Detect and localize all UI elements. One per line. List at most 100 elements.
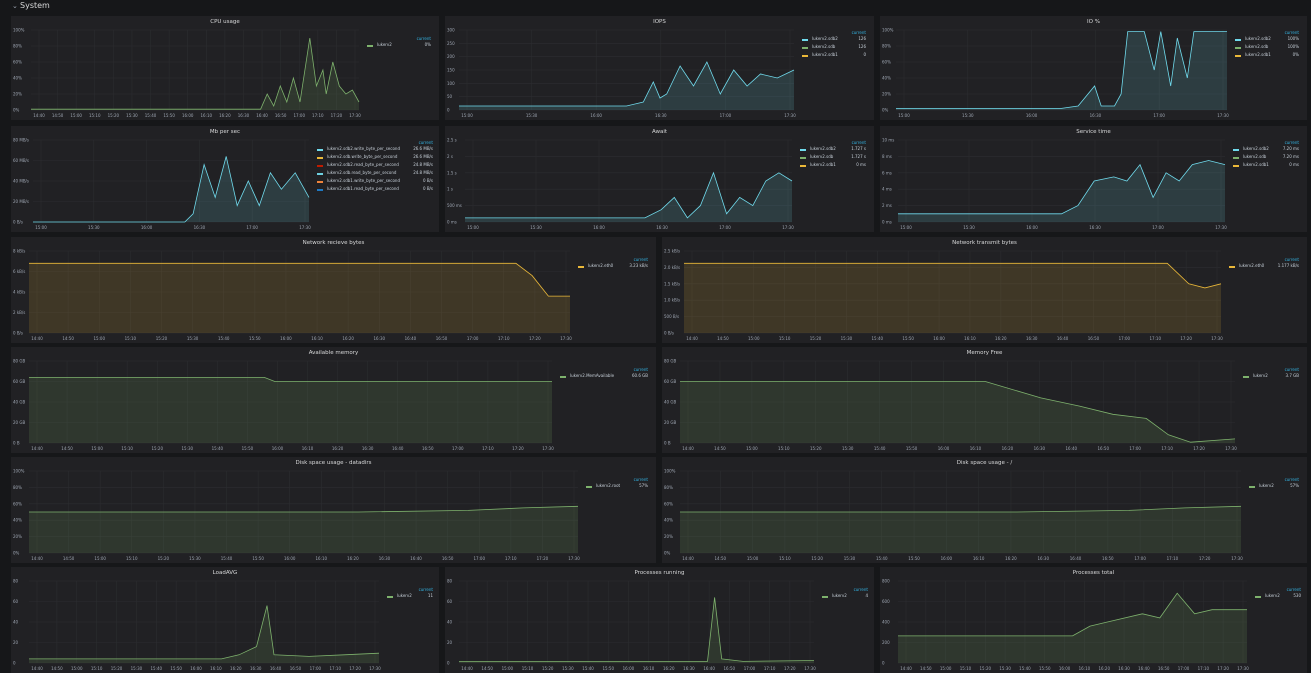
panel-title[interactable]: IO % [1087,19,1100,25]
legend-item[interactable]: lukerv2 4 [822,593,868,601]
panel-iops[interactable]: IOPS 300 250 200 150 100 50 0 15:00 15:30 16:00 16:… [445,16,874,120]
legend-item[interactable]: lukerv2 3.7 GB [1243,373,1299,381]
panel-io[interactable]: IO % 100% 80% 60% 40% 20% 0% 15:00 15:30 16:00 16:… [880,16,1307,120]
graph-plot[interactable]: 80 MB/s 60 MB/s 40 MB/s 20 MB/s 0 B/s 15:00 15… [11,126,439,232]
panel-availmem[interactable]: Available memory 80 GB 60 GB 40 GB 20 GB 0 B 1… [11,347,656,453]
legend-item[interactable]: lukerv2.sdb2.write_byte_per_second 26.6 M… [317,146,433,154]
legend-header[interactable]: current [1284,367,1299,372]
panel-svctime[interactable]: Service time 10 ms 8 ms 6 ms 4 ms 2 ms 0 ms 15:… [880,126,1307,232]
series-name[interactable]: lukerv2.sdb1.read_byte_per_second [327,186,399,191]
series-color-swatch[interactable] [317,181,323,183]
legend-item[interactable]: lukerv2.eth0 1.177 kB/s [1229,263,1299,271]
legend-item[interactable]: lukerv2.sdb1 0 ms [1233,162,1299,170]
series-color-swatch[interactable] [802,47,808,49]
series-color-swatch[interactable] [1255,596,1261,598]
series-color-swatch[interactable] [802,55,808,57]
legend-header[interactable]: current [1284,140,1299,145]
panel-title[interactable]: Processes running [634,570,685,576]
graph-plot[interactable]: 80 GB 60 GB 40 GB 20 GB 0 B 14:40 14:50 15:00 15… [11,347,656,453]
graph-plot[interactable]: 8 kB/s 6 kB/s 4 kB/s 2 kB/s 0 B/s 14:40 14:50 1… [11,237,656,343]
series-name[interactable]: lukerv2.sdb2 [810,146,836,151]
legend-header[interactable]: current [633,257,648,262]
panel-diskroot[interactable]: Disk space usage - / 100% 80% 60% 40% 20% 0% 14… [662,457,1307,563]
series-color-swatch[interactable] [1233,165,1239,167]
series-color-swatch[interactable] [1233,149,1239,151]
series-color-swatch[interactable] [367,45,373,47]
panel-mbps[interactable]: Mb per sec 80 MB/s 60 MB/s 40 MB/s 20 MB/s 0 … [11,126,439,232]
series-name[interactable]: lukerv2.sdb [1243,154,1267,159]
series-color-swatch[interactable] [586,486,592,488]
panel-title[interactable]: IOPS [653,19,666,25]
panel-memfree[interactable]: Memory Free 80 GB 60 GB 40 GB 20 GB 0 B 14:40 1… [662,347,1307,453]
series-color-swatch[interactable] [1235,55,1241,57]
series-name[interactable]: lukerv2 [1253,373,1268,378]
graph-plot[interactable]: 10 ms 8 ms 6 ms 4 ms 2 ms 0 ms 15:00 15:30 16:00… [880,126,1307,232]
legend-item[interactable]: lukerv2.sdb1.read_byte_per_second 0 B/s [317,186,433,194]
series-color-swatch[interactable] [317,157,323,159]
panel-title[interactable]: Available memory [308,350,359,356]
series-name[interactable]: lukerv2.sdb [810,154,834,159]
series-name[interactable]: lukerv2.sdb1.write_byte_per_second [327,178,400,183]
legend-item[interactable]: lukerv2.sdb 126 [802,44,866,52]
series-color-swatch[interactable] [800,149,806,151]
panel-title[interactable]: Await [651,129,668,135]
graph-plot[interactable]: 80 GB 60 GB 40 GB 20 GB 0 B 14:40 14:50 15:00 15… [662,347,1307,453]
series-color-swatch[interactable] [802,39,808,41]
graph-plot[interactable]: 100% 80% 60% 40% 20% 0% 14:40 14:50 15:00 15:10 15… [662,457,1307,563]
legend-item[interactable]: lukerv2.sdb1 0% [1235,52,1299,60]
legend-item[interactable]: lukerv2.eth0 3.23 kB/s [578,263,648,271]
legend-item[interactable]: lukerv2.sdb 100% [1235,44,1299,52]
panel-procrun[interactable]: Processes running 80 60 40 20 0 14:40 14:50 15:0… [445,567,874,673]
legend-item[interactable]: lukerv2.MemAvailable 60.6 GB [560,373,648,381]
panel-netrx[interactable]: Network recieve bytes 8 kB/s 6 kB/s 4 kB/s 2… [11,237,656,343]
series-name[interactable]: lukerv2.sdb1 [1243,162,1269,167]
series-name[interactable]: lukerv2.sdb2.write_byte_per_second [327,146,400,151]
panel-title[interactable]: Mb per sec [209,129,241,135]
chevron-down-icon[interactable]: ⌄ [12,2,18,10]
legend-item[interactable]: lukerv2.sdb.write_byte_per_second 26.6 MB… [317,154,433,162]
legend-item[interactable]: lukerv2.sdb1 0 [802,52,866,60]
series-name[interactable]: lukerv2.eth0 [1239,263,1265,268]
series-name[interactable]: lukerv2.eth0 [588,263,614,268]
legend-item[interactable]: lukerv2.sdb2 7.20 ms [1233,146,1299,154]
row-header[interactable]: ⌄ System [0,0,1311,14]
series-color-swatch[interactable] [578,266,584,268]
series-color-swatch[interactable] [560,376,566,378]
graph-plot[interactable]: 2.5 kB/s 2.0 kB/s 1.5 kB/s 1.0 kB/s 500 B/s 0… [662,237,1307,343]
legend-header[interactable]: current [418,587,433,592]
series-name[interactable]: lukerv2.sdb1 [1245,52,1271,57]
series-name[interactable]: lukerv2.root [596,483,621,488]
legend-header[interactable]: current [633,367,648,372]
legend-header[interactable]: current [416,36,431,41]
panel-title[interactable]: CPU usage [210,19,240,25]
series-color-swatch[interactable] [317,189,323,191]
series-name[interactable]: lukerv2.sdb2 [1243,146,1269,151]
series-color-swatch[interactable] [1235,39,1241,41]
graph-plot[interactable]: 100% 80% 60% 40% 20% 0% 14:40 14:50 15:00 15:10 15… [11,457,656,563]
graph-plot[interactable]: 100% 80% 60% 40% 20% 0% 15:00 15:30 16:00 16:30 17… [880,16,1307,120]
graph-plot[interactable]: 80 60 40 20 0 14:40 14:50 15:00 15:10 15:20 15:30 1… [11,567,439,673]
series-color-swatch[interactable] [317,165,323,167]
legend-item[interactable]: lukerv2 530 [1255,593,1301,601]
series-color-swatch[interactable] [387,596,393,598]
series-color-swatch[interactable] [317,149,323,151]
series-color-swatch[interactable] [1235,47,1241,49]
series-name[interactable]: lukerv2.MemAvailable [570,373,615,378]
series-color-swatch[interactable] [822,596,828,598]
series-name[interactable]: lukerv2.sdb [812,44,836,49]
legend-item[interactable]: lukerv2.sdb.read_byte_per_second 24.8 MB/… [317,170,433,178]
legend-header[interactable]: current [1286,587,1301,592]
series-name[interactable]: lukerv2 [832,593,847,598]
legend-header[interactable]: current [633,477,648,482]
panel-proctotal[interactable]: Processes total 800 600 400 200 0 14:40 14:50 15… [880,567,1307,673]
series-name[interactable]: lukerv2.sdb2 [1245,36,1271,41]
series-color-swatch[interactable] [1249,486,1255,488]
legend-header[interactable]: current [418,140,433,145]
legend-item[interactable]: lukerv2.sdb1.write_byte_per_second 0 B/s [317,178,433,186]
legend-item[interactable]: lukerv2.sdb2 100% [1235,36,1299,44]
series-color-swatch[interactable] [1233,157,1239,159]
panel-nettx[interactable]: Network transmit bytes 2.5 kB/s 2.0 kB/s 1.… [662,237,1307,343]
legend-item[interactable]: lukerv2.sdb2.read_byte_per_second 24.8 MB… [317,162,433,170]
legend-header[interactable]: current [1284,30,1299,35]
series-name[interactable]: lukerv2.sdb2 [812,36,838,41]
